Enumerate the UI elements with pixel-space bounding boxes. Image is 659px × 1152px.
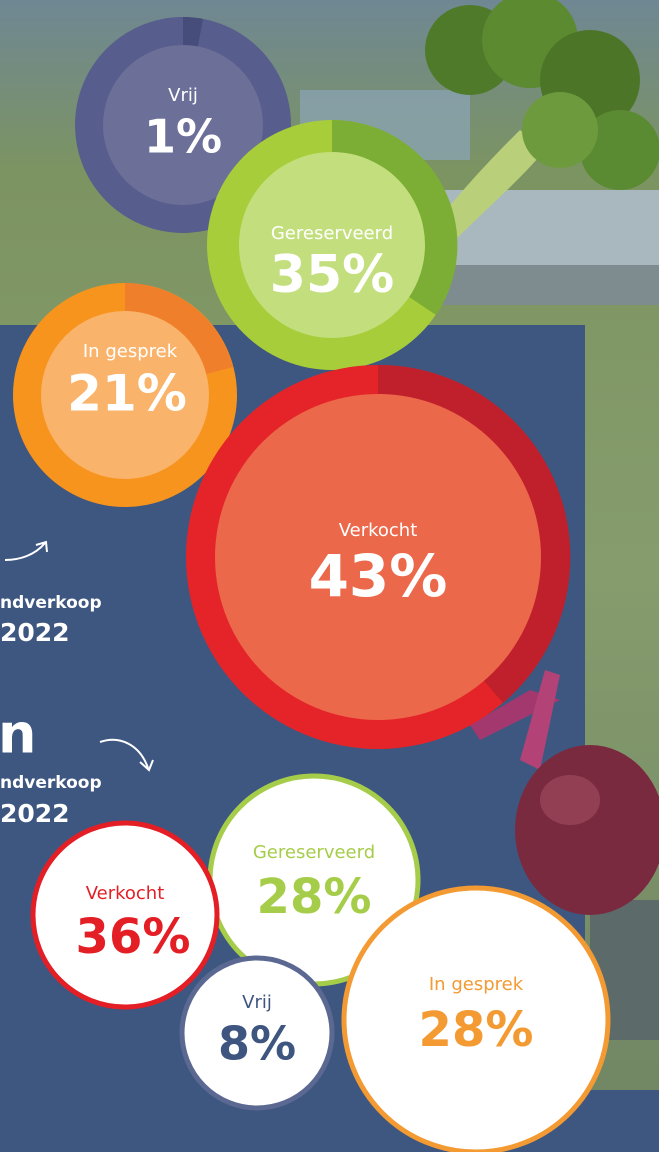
bubble-value: 1%	[144, 110, 222, 164]
bubble-label: Verkocht	[86, 883, 165, 904]
bubble-value: 28%	[419, 1002, 534, 1058]
bubble: Verkocht 43%	[186, 365, 570, 749]
bubble-value: 35%	[270, 245, 394, 305]
side-year: 2022	[0, 618, 70, 647]
building-wall	[440, 265, 659, 305]
bubble-label: Vrij	[242, 992, 272, 1013]
bubble: Verkocht 36%	[33, 823, 217, 1007]
side-text: ndverkoop	[0, 593, 102, 613]
bubble: Vrij 8%	[182, 958, 332, 1108]
bubble-label: Gereserveerd	[271, 223, 393, 244]
infographic: ndverkoop 2022 n ndverkoop 2022 Vrij 1% …	[0, 0, 659, 1152]
bubble: In gesprek 28%	[344, 888, 608, 1152]
bubble-value: 21%	[67, 365, 187, 423]
bubble-value: 8%	[218, 1017, 296, 1071]
bubble-label: Vrij	[168, 85, 198, 106]
bubble-label: In gesprek	[429, 974, 524, 995]
bubble-value: 36%	[76, 909, 191, 965]
bubble-label: Gereserveerd	[253, 842, 375, 863]
side-heading: n	[0, 703, 36, 766]
side-text: ndverkoop	[0, 773, 102, 793]
side-year: 2022	[0, 799, 70, 828]
bubble-value: 28%	[257, 869, 372, 925]
bubble-label: In gesprek	[83, 341, 178, 362]
bubble: Gereserveerd 35%	[207, 120, 457, 370]
bubble-label: Verkocht	[339, 520, 418, 541]
bubble: In gesprek 21%	[13, 283, 237, 507]
bubble-value: 43%	[309, 542, 448, 610]
page: ndverkoop 2022 n ndverkoop 2022 Vrij 1% …	[0, 0, 659, 1152]
